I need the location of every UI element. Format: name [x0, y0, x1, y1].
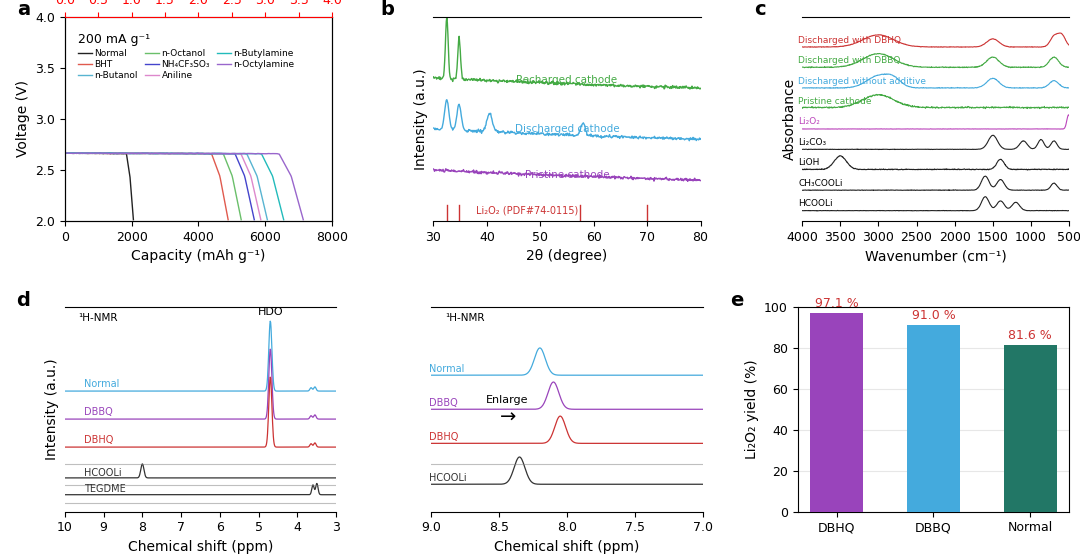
Legend: Normal, BHT, n-Butanol, n-Octanol, NH₄CF₃SO₃, Aniline, n-Butylamine, n-Octylamin: Normal, BHT, n-Butanol, n-Octanol, NH₄CF… [75, 46, 298, 83]
Text: Enlarge: Enlarge [486, 395, 529, 405]
Text: d: d [16, 291, 30, 310]
Text: 91.0 %: 91.0 % [912, 309, 956, 322]
Text: c: c [754, 1, 766, 19]
Text: DBBQ: DBBQ [429, 398, 457, 408]
Text: TEGDME: TEGDME [84, 484, 126, 494]
Text: LiOH: LiOH [798, 158, 820, 167]
Y-axis label: Voltage (V): Voltage (V) [15, 81, 29, 157]
Text: ¹H-NMR: ¹H-NMR [445, 313, 484, 323]
X-axis label: 2θ (degree): 2θ (degree) [526, 250, 608, 264]
Text: b: b [380, 1, 394, 19]
Y-axis label: Intensity (a.u.): Intensity (a.u.) [45, 359, 59, 460]
Text: Li₂CO₃: Li₂CO₃ [798, 138, 826, 147]
Text: Discharged cathode: Discharged cathode [515, 123, 619, 133]
Text: DBHQ: DBHQ [429, 432, 458, 442]
Text: HDO: HDO [257, 307, 283, 317]
Text: Li₂O₂: Li₂O₂ [798, 117, 820, 126]
Y-axis label: Intensity (a.u.): Intensity (a.u.) [414, 68, 428, 170]
Text: DBHQ: DBHQ [84, 435, 113, 445]
X-axis label: Capacity (mAh g⁻¹): Capacity (mAh g⁻¹) [131, 250, 266, 264]
Text: →: → [499, 408, 516, 426]
Text: 81.6 %: 81.6 % [1009, 329, 1052, 341]
X-axis label: Chemical shift (ppm): Chemical shift (ppm) [127, 540, 273, 554]
X-axis label: Wavenumber (cm⁻¹): Wavenumber (cm⁻¹) [865, 250, 1007, 264]
Y-axis label: Li₂O₂ yield (%): Li₂O₂ yield (%) [744, 360, 758, 459]
Text: ¹H-NMR: ¹H-NMR [79, 313, 118, 323]
Bar [810, 313, 863, 512]
Text: HCOOLi: HCOOLi [798, 199, 833, 208]
Bar [907, 325, 960, 512]
Text: Recharged cathode: Recharged cathode [516, 75, 618, 85]
Y-axis label: Absorbance: Absorbance [783, 78, 797, 160]
Text: Discharged with DBHQ: Discharged with DBHQ [798, 36, 901, 44]
X-axis label: Chemical shift (ppm): Chemical shift (ppm) [495, 540, 639, 554]
Text: HCOOLi: HCOOLi [429, 473, 467, 483]
Text: CH₃COOLi: CH₃COOLi [798, 179, 842, 188]
Text: Normal: Normal [84, 379, 120, 389]
Bar [1003, 345, 1057, 512]
Text: Normal: Normal [429, 364, 464, 374]
Text: HCOOLi: HCOOLi [84, 468, 122, 478]
Text: Li₂O₂ (PDF#74-0115): Li₂O₂ (PDF#74-0115) [476, 206, 579, 216]
Text: 200 mA g⁻¹: 200 mA g⁻¹ [78, 33, 150, 46]
Text: e: e [730, 291, 743, 310]
Text: a: a [16, 1, 30, 19]
Text: Pristine cathode: Pristine cathode [525, 170, 609, 180]
Text: Discharged without additive: Discharged without additive [798, 77, 927, 86]
Text: DBBQ: DBBQ [84, 407, 113, 417]
Text: Discharged with DBBQ: Discharged with DBBQ [798, 56, 901, 65]
Text: 97.1 %: 97.1 % [814, 297, 859, 310]
Text: Pristine cathode: Pristine cathode [798, 97, 872, 106]
